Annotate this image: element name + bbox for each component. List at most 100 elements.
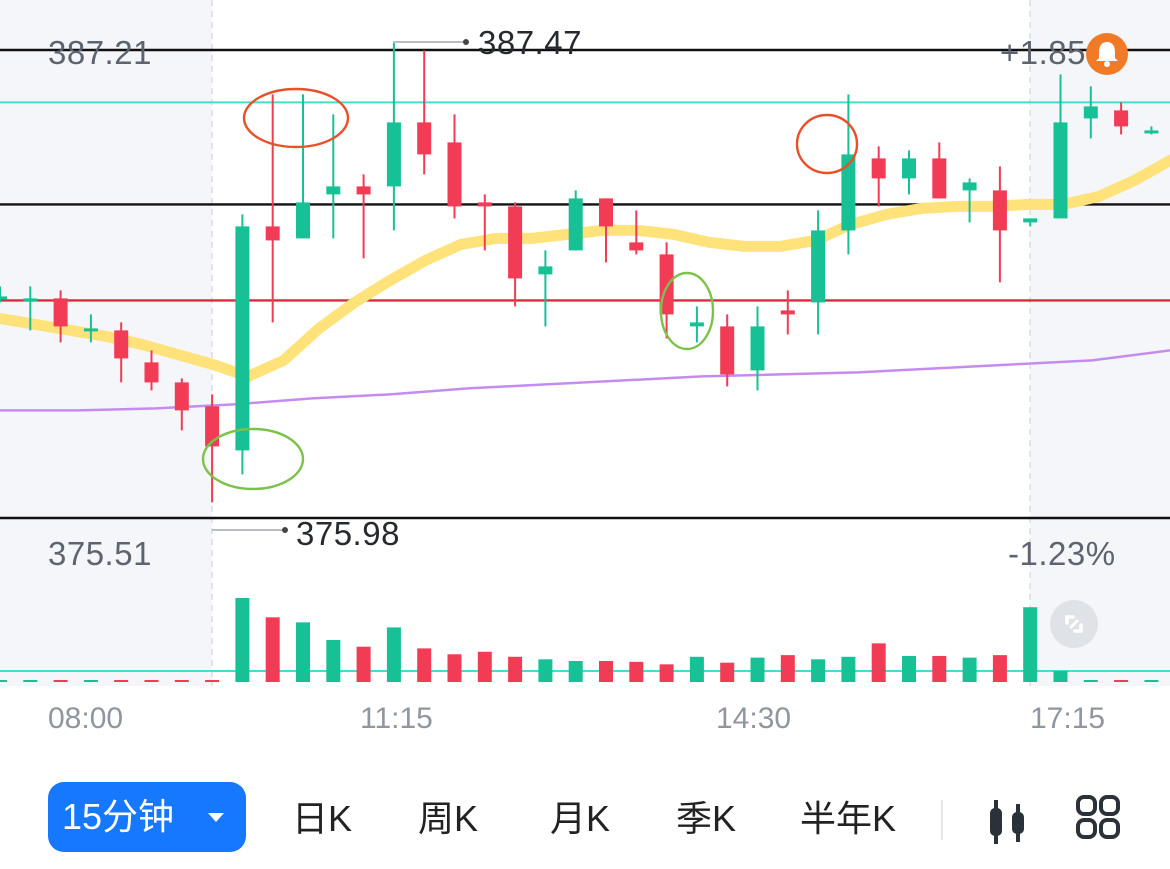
candle-body xyxy=(1023,218,1038,223)
chart-style-button[interactable] xyxy=(984,788,1034,850)
volume-bar xyxy=(174,680,189,682)
candle-body xyxy=(992,190,1007,231)
volume-bar xyxy=(902,655,916,682)
volume-bar xyxy=(992,655,1007,682)
timeframe-toolbar: 15分钟 日K 周K 月K 季K 半年K xyxy=(0,770,1170,869)
candle-body xyxy=(720,326,735,375)
volume-bar xyxy=(508,656,523,682)
volume-bar xyxy=(477,651,492,682)
volume-bar xyxy=(568,661,583,682)
candle-body xyxy=(83,328,98,332)
candle-body xyxy=(356,186,371,195)
candle-body xyxy=(932,158,947,199)
candle-body xyxy=(508,206,523,279)
volume-bar xyxy=(265,617,280,682)
annotation-circle-green xyxy=(201,427,305,491)
volume-bar xyxy=(932,655,947,682)
candle-body xyxy=(599,198,613,227)
pct-axis-top: +1.85 xyxy=(1000,34,1086,71)
candle-body xyxy=(0,296,7,300)
volume-bar xyxy=(1144,680,1159,682)
candle-body xyxy=(205,406,220,447)
fullscreen-button[interactable] xyxy=(1050,600,1098,648)
candle-body xyxy=(174,382,189,411)
timeframe-selector[interactable]: 15分钟 xyxy=(48,782,246,852)
volume-bar xyxy=(1023,607,1038,682)
volume-bar xyxy=(114,680,129,682)
candle-body xyxy=(477,202,492,207)
tab-quarterly-k[interactable]: 季K xyxy=(676,798,737,839)
volume-bar xyxy=(296,622,310,682)
volume-bar xyxy=(659,664,674,682)
candle-body xyxy=(144,362,159,383)
candle-body xyxy=(811,230,826,303)
candle-body xyxy=(689,322,704,327)
time-tick-0800: 08:00 xyxy=(48,702,124,735)
candle-body xyxy=(568,198,583,251)
volume-bar xyxy=(53,680,68,682)
timeframe-label: 15分钟 xyxy=(62,796,175,837)
annotation-circle-green xyxy=(659,271,715,351)
volume-bar xyxy=(962,657,977,682)
volume-bar xyxy=(23,680,38,682)
candle-body xyxy=(326,186,341,195)
volume-bar xyxy=(780,655,795,682)
ma-long-line xyxy=(0,349,1170,412)
volume-bar xyxy=(689,656,704,682)
volume-bar xyxy=(356,646,371,682)
price-axis-bottom: 375.51 xyxy=(48,535,152,572)
volume-bar xyxy=(720,662,735,682)
candle-body xyxy=(386,122,401,187)
volume-bar xyxy=(386,627,401,682)
afterhours-shade xyxy=(1030,0,1170,686)
bell-icon xyxy=(1096,42,1118,67)
volume-bar xyxy=(811,659,826,682)
candle-body xyxy=(1053,122,1068,219)
alert-bell-button[interactable] xyxy=(1086,33,1128,75)
tab-monthly-k[interactable]: 月K xyxy=(550,798,611,839)
tab-weekly-k[interactable]: 周K xyxy=(418,798,479,839)
more-indicators-button[interactable] xyxy=(1074,788,1124,850)
volume-bar xyxy=(538,659,553,682)
candle-body xyxy=(1083,106,1098,119)
tab-daily-k[interactable]: 日K xyxy=(292,798,353,839)
ma-short-line xyxy=(0,154,1170,382)
volume-bar xyxy=(841,656,856,682)
candle-body xyxy=(265,226,280,241)
candle-body xyxy=(23,298,38,302)
volume-bar xyxy=(599,661,613,682)
candle-body xyxy=(538,266,553,275)
candle-body xyxy=(417,122,432,155)
candle-body xyxy=(296,202,310,239)
price-axis-top: 387.21 xyxy=(48,34,152,71)
tab-half-year-k[interactable]: 半年K xyxy=(800,798,897,839)
volume-bar xyxy=(0,680,7,682)
candle-body xyxy=(53,298,68,327)
volume-bar xyxy=(447,654,462,682)
volume-bar xyxy=(205,680,220,682)
volume-bar xyxy=(326,640,341,682)
volume-bar xyxy=(235,598,250,682)
annotation-circle-red xyxy=(795,113,859,175)
candle-body xyxy=(780,310,795,315)
volume-bar xyxy=(144,680,159,682)
candle-body xyxy=(235,226,250,451)
candle-body xyxy=(841,154,856,231)
candlestick-chart[interactable] xyxy=(0,0,1170,690)
expand-icon xyxy=(1065,615,1083,633)
volume-bar xyxy=(750,657,765,682)
volume-bar xyxy=(1053,671,1068,682)
time-tick-1430: 14:30 xyxy=(716,702,792,735)
volume-bar xyxy=(629,661,644,682)
premarket-shade xyxy=(0,0,212,686)
annotation-circle-red xyxy=(242,87,350,149)
candle-body xyxy=(1144,130,1159,134)
volume-bar xyxy=(871,643,886,682)
chevron-down-icon xyxy=(208,813,224,822)
pct-axis-bottom: -1.23% xyxy=(1008,535,1116,572)
volume-bar xyxy=(1083,680,1098,682)
high-price-marker: 387.47 xyxy=(478,24,582,61)
candlestick-style-icon xyxy=(990,800,1024,844)
volume-bar xyxy=(1114,680,1129,682)
